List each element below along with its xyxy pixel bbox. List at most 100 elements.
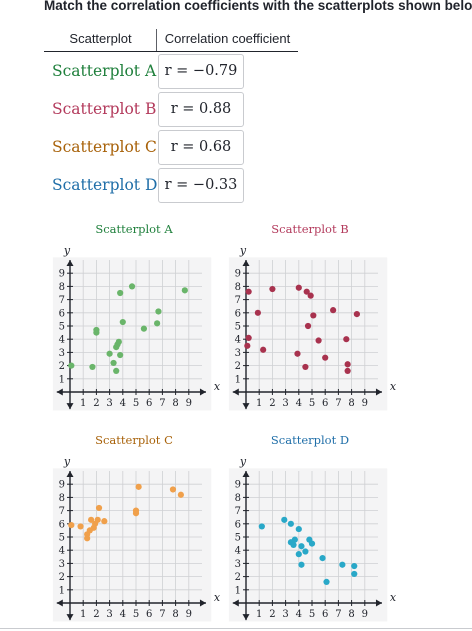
y-tick-label: 1 xyxy=(235,374,241,385)
plot-background xyxy=(228,468,388,622)
x-tick-label: 4 xyxy=(120,609,126,620)
x-axis-label: x xyxy=(214,380,221,393)
scatter-point-c xyxy=(88,516,95,523)
scatter-point-c xyxy=(132,507,140,514)
y-tick-label: 8 xyxy=(59,282,65,293)
scatter-point-b xyxy=(245,334,252,341)
x-tick-label: 9 xyxy=(362,398,368,409)
y-tick-label: 8 xyxy=(235,493,241,504)
scatter-point-b xyxy=(310,312,317,319)
y-tick-label: 2 xyxy=(235,361,241,372)
scatter-point-b xyxy=(315,337,322,344)
scatter-point-c xyxy=(177,491,184,498)
y-tick-label: 4 xyxy=(59,546,65,557)
x-tick-label: 4 xyxy=(120,398,126,409)
header-divider xyxy=(156,29,157,51)
scatter-point-a xyxy=(115,338,122,345)
x-tick-label: 1 xyxy=(80,398,86,409)
y-tick-label: 6 xyxy=(235,308,241,319)
row-label-c: Scatterplot C xyxy=(52,138,157,156)
y-tick-label: 2 xyxy=(235,572,241,583)
row-label-a: Scatterplot A xyxy=(52,62,157,80)
coefficient-card-d[interactable]: r = −0.33 xyxy=(158,168,244,203)
y-tick-label: 8 xyxy=(235,282,241,293)
x-axis-arrow-left xyxy=(232,599,239,607)
y-axis-arrow-down xyxy=(242,403,250,410)
x-tick-label: 3 xyxy=(106,398,112,409)
scatterplot-c-title: Scatterplot C xyxy=(95,433,173,447)
x-tick-label: 4 xyxy=(296,609,302,620)
y-axis-arrow-down xyxy=(242,614,250,621)
x-tick-label: 3 xyxy=(106,609,112,620)
y-tick-label: 2 xyxy=(59,361,65,372)
scatter-point-b xyxy=(254,309,261,316)
y-tick-label: 7 xyxy=(59,295,65,306)
scatter-point-a xyxy=(181,287,188,294)
coefficient-card-b[interactable]: r = 0.88 xyxy=(158,92,244,127)
y-axis-label: y xyxy=(239,455,247,468)
x-axis-label: x xyxy=(214,591,221,604)
scatter-point-b xyxy=(344,367,351,374)
y-axis-label: y xyxy=(63,455,71,468)
x-tick-label: 9 xyxy=(186,398,192,409)
scatter-point-b xyxy=(343,336,350,343)
plot-background xyxy=(52,468,212,622)
y-tick-label: 4 xyxy=(235,546,241,557)
scatter-point-d xyxy=(339,561,346,568)
y-tick-label: 4 xyxy=(235,335,241,346)
scatterplot-d-title: Scatterplot D xyxy=(270,433,350,447)
question-title: Match the correlation coefficients with … xyxy=(44,0,472,13)
y-tick-label: 6 xyxy=(59,308,65,319)
x-tick-label: 8 xyxy=(172,398,178,409)
scatter-point-a xyxy=(117,351,124,359)
scatter-point-a xyxy=(68,362,75,369)
scatter-point-d xyxy=(290,541,297,549)
scatterplot-a-title: Scatterplot A xyxy=(95,222,173,236)
scatter-point-b xyxy=(353,311,360,318)
x-tick-label: 1 xyxy=(256,609,262,620)
coefficient-card-c[interactable]: r = 0.68 xyxy=(158,130,244,165)
y-tick-label: 3 xyxy=(235,348,241,359)
scatter-point-b xyxy=(307,292,314,299)
x-tick-label: 9 xyxy=(362,609,368,620)
x-tick-label: 2 xyxy=(269,398,275,409)
scatter-point-a xyxy=(128,283,136,290)
x-tick-label: 1 xyxy=(80,609,86,620)
y-tick-label: 5 xyxy=(235,533,241,544)
x-axis-arrow-right xyxy=(375,599,382,607)
scatter-point-b xyxy=(344,361,351,368)
x-tick-label: 5 xyxy=(309,609,315,620)
scatter-point-a xyxy=(117,289,124,297)
x-axis-label: x xyxy=(390,591,397,604)
scatterplot-b-title: Scatterplot B xyxy=(271,222,349,236)
scatter-point-b xyxy=(322,354,329,361)
y-tick-label: 3 xyxy=(59,559,65,570)
scatter-point-b xyxy=(330,307,337,314)
scatter-point-c xyxy=(135,483,142,490)
scatter-point-a xyxy=(140,325,148,332)
y-axis-arrow-down xyxy=(66,403,74,410)
scatter-point-d xyxy=(287,520,294,527)
x-tick-label: 2 xyxy=(93,609,99,620)
x-tick-label: 6 xyxy=(146,609,152,620)
scatter-point-d xyxy=(298,561,305,568)
scatter-point-b xyxy=(304,322,312,330)
scatter-point-d xyxy=(281,516,288,523)
x-axis-arrow-right xyxy=(199,388,206,396)
coefficient-card-a[interactable]: r = −0.79 xyxy=(158,54,244,89)
scatter-point-d xyxy=(302,548,309,555)
scatter-point-a xyxy=(155,308,162,315)
scatter-point-d xyxy=(295,551,302,558)
x-axis-arrow-right xyxy=(375,388,382,396)
x-tick-label: 7 xyxy=(335,609,341,620)
y-axis-label: y xyxy=(63,244,71,257)
y-tick-label: 6 xyxy=(235,519,241,530)
scatter-point-a xyxy=(89,363,96,371)
scatter-point-c xyxy=(77,523,84,530)
x-tick-label: 7 xyxy=(159,609,165,620)
x-tick-label: 3 xyxy=(282,398,288,409)
scatter-point-c xyxy=(94,516,101,523)
